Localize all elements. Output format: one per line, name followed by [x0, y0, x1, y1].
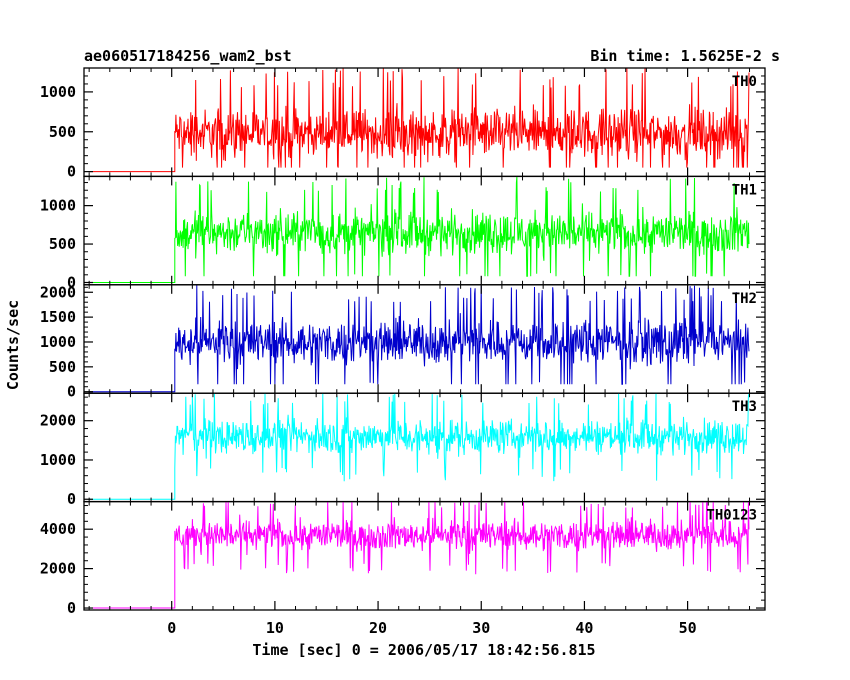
x-tick-label: 0	[167, 619, 176, 637]
x-axis-label: Time [sec] 0 = 2006/05/17 18:42:56.815	[252, 641, 595, 659]
x-tick-label: 50	[679, 619, 697, 637]
y-tick-label: 2000	[40, 283, 76, 301]
panel-label-th0123: TH0123	[706, 508, 757, 524]
y-tick-label: 500	[49, 358, 76, 376]
panel-frame	[83, 500, 766, 611]
y-tick-label: 1000	[40, 333, 76, 351]
panel-th0: 0 500 1000 TH0	[40, 67, 766, 181]
y-tick-label: 0	[67, 490, 76, 508]
y-tick-label: 0	[67, 163, 76, 181]
y-tick-label: 2000	[40, 412, 76, 430]
x-tick-label: 30	[472, 619, 490, 637]
chart-subtitle: Bin time: 1.5625E-2 s	[590, 47, 780, 65]
series-line-th3	[89, 393, 750, 500]
panel-th2: 0 500 1000 1500 2000 TH2	[40, 283, 766, 401]
series-line-th0123	[89, 501, 750, 609]
chart-title: ae060517184256_wam2_bst	[84, 47, 292, 65]
panel-th3: 0 1000 2000 TH3	[40, 392, 766, 508]
y-tick-label: 1500	[40, 308, 76, 326]
series-line-th2	[89, 285, 750, 393]
x-tick-label: 20	[369, 619, 387, 637]
panel-label-th0: TH0	[732, 74, 757, 90]
series-line-th1	[89, 176, 750, 283]
panel-frame	[83, 284, 766, 394]
y-tick-label: 0	[67, 273, 76, 291]
panel-label-th2: TH2	[732, 291, 757, 307]
y-tick-label: 500	[49, 235, 76, 253]
series-line-th0	[89, 68, 750, 173]
y-tick-label: 1000	[40, 197, 76, 215]
panel-label-th1: TH1	[732, 182, 757, 198]
panel-th0123: 0 2000 4000 TH0123	[40, 500, 766, 617]
y-tick-label: 0	[67, 599, 76, 617]
x-tick-label: 10	[266, 619, 284, 637]
y-axis-label: Counts/sec	[4, 300, 22, 390]
panel-label-th3: TH3	[732, 399, 757, 415]
x-tick-label: 40	[575, 619, 593, 637]
y-tick-label: 2000	[40, 560, 76, 578]
y-tick-label: 1000	[40, 451, 76, 469]
panel-th1: 0 500 1000 TH1	[40, 175, 766, 291]
y-tick-label: 0	[67, 383, 76, 401]
y-tick-label: 500	[49, 123, 76, 141]
y-tick-label: 4000	[40, 520, 76, 538]
y-tick-label: 1000	[40, 83, 76, 101]
